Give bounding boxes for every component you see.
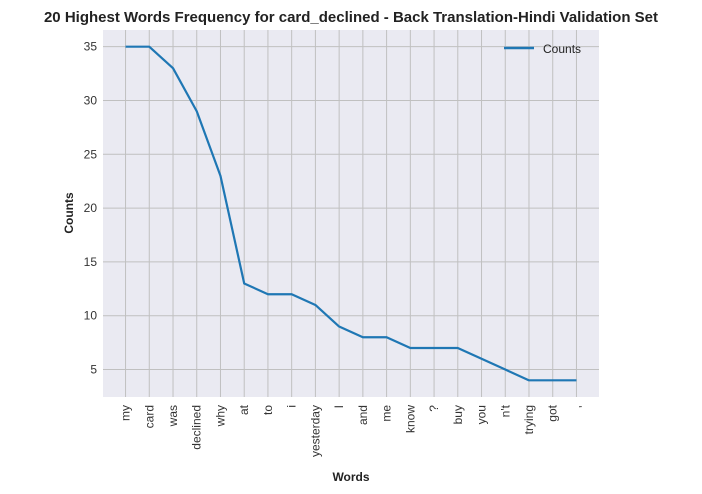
x-tick-label: yesterday (308, 405, 322, 457)
y-tick-label: 20 (84, 201, 98, 215)
y-tick-label: 5 (90, 363, 97, 377)
x-tick-label: buy (451, 405, 465, 424)
y-tick-label: 15 (84, 255, 98, 269)
x-tick-label: why (213, 405, 227, 427)
x-tick-label: i (285, 405, 299, 408)
x-tick-label: ? (427, 405, 441, 412)
legend: Counts (504, 42, 581, 56)
x-tick-label: was (166, 405, 180, 427)
x-tick-label: know (403, 405, 417, 433)
y-tick-label: 30 (84, 93, 98, 107)
chart-title: 20 Highest Words Frequency for card_decl… (44, 9, 658, 26)
plot-area (103, 30, 599, 397)
x-tick-label: declined (190, 405, 204, 450)
x-tick-label: at (237, 404, 251, 415)
y-tick-label: 10 (84, 309, 98, 323)
x-tick-label: card (142, 405, 156, 428)
legend-label-counts: Counts (543, 42, 581, 56)
x-axis-label: Words (332, 470, 369, 484)
y-axis-label: Counts (62, 192, 76, 234)
series-line-counts (125, 45, 577, 382)
x-tick-label: n't (498, 404, 512, 417)
x-tick-label: and (356, 405, 370, 425)
y-tick-label: 25 (84, 147, 98, 161)
y-axis-ticks: 5 10 15 20 25 30 35 (84, 40, 98, 377)
x-tick-label: trying (522, 405, 536, 434)
y-tick-label: 35 (84, 40, 98, 54)
grid (103, 30, 599, 397)
x-tick-label: I (332, 405, 346, 408)
x-tick-label: me (380, 405, 394, 422)
x-tick-label: to (261, 405, 275, 415)
x-tick-label: got (546, 404, 560, 421)
x-tick-label: my (119, 405, 133, 421)
x-tick-label: you (475, 405, 489, 424)
x-tick-label: , (569, 405, 583, 408)
